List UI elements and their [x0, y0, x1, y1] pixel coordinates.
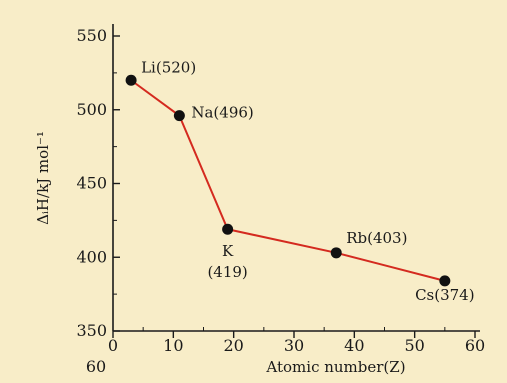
data-label: Na(496) [191, 104, 253, 122]
data-label: Rb(403) [346, 229, 407, 247]
data-point [222, 223, 234, 235]
y-tick-label: 350 [76, 321, 107, 340]
data-label: Cs(374) [415, 286, 475, 304]
y-tick-label: 500 [76, 100, 107, 119]
data-point [125, 74, 137, 86]
data-point [439, 275, 451, 287]
data-point [330, 247, 342, 259]
extra-tick-label: 60 [86, 357, 106, 376]
y-tick-label: 400 [76, 247, 107, 266]
data-label: K [222, 242, 234, 260]
data-label: (419) [207, 263, 247, 281]
x-tick-label: 50 [404, 336, 424, 355]
data-label: Li(520) [141, 58, 196, 76]
y-tick-label: 450 [76, 174, 107, 193]
x-axis-title: Atomic number(Z) [265, 358, 405, 376]
x-tick-label: 40 [344, 336, 364, 355]
x-tick-label: 60 [465, 336, 485, 355]
x-tick-label: 10 [163, 336, 183, 355]
x-tick-label: 0 [108, 336, 118, 355]
y-tick-label: 550 [76, 26, 107, 45]
y-axis-title: ΔᵢH/kJ mol⁻¹ [34, 131, 52, 225]
x-tick-label: 30 [284, 336, 304, 355]
data-point [173, 110, 185, 122]
x-tick-label: 20 [223, 336, 243, 355]
